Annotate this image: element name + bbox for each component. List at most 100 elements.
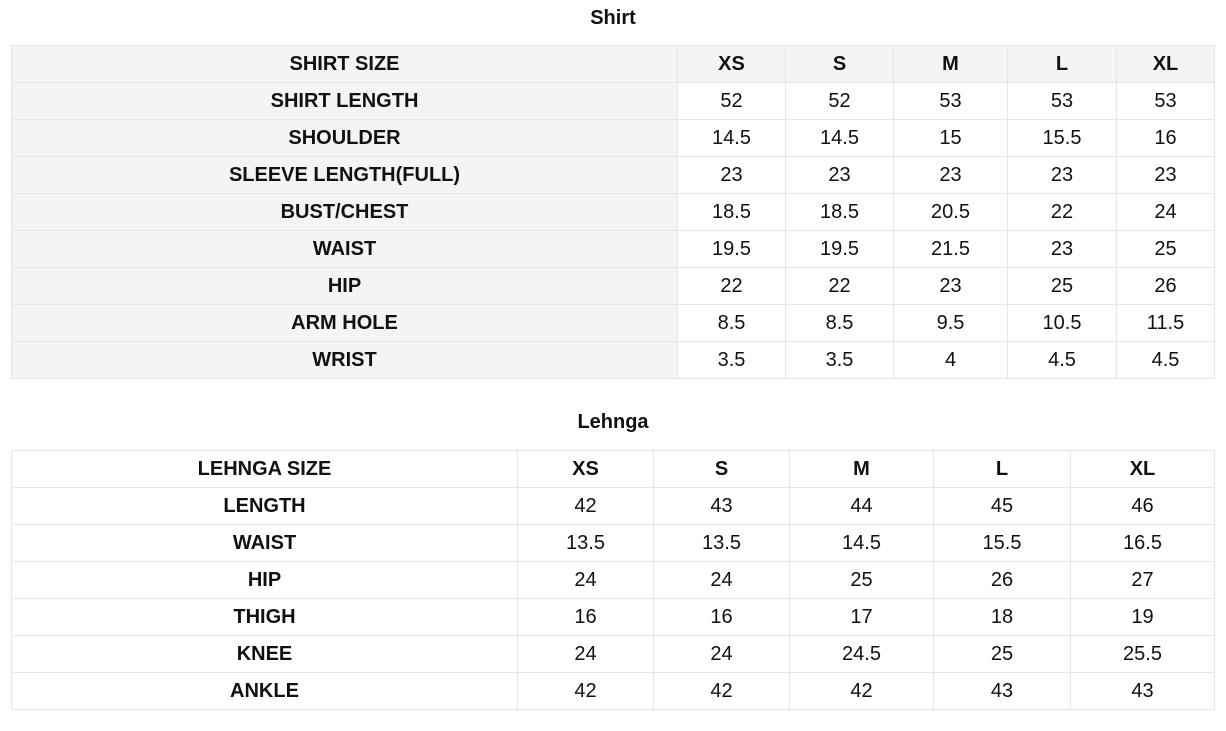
- measurement-label: SLEEVE LENGTH(FULL): [11, 156, 678, 194]
- shirt-title: Shirt: [590, 7, 636, 29]
- measurement-label: LENGTH: [11, 487, 518, 525]
- measurement-value: 24: [517, 561, 654, 599]
- measurement-value: 3.5: [677, 341, 786, 379]
- table-row: THIGH 16 16 17 18 19: [11, 598, 1215, 636]
- measurement-value: 22: [677, 267, 786, 305]
- measurement-value: 42: [517, 487, 654, 525]
- measurement-value: 23: [1116, 156, 1215, 194]
- table-row: HIP 22 22 23 25 26: [11, 267, 1215, 305]
- measurement-value: 53: [1007, 82, 1117, 120]
- measurement-value: 43: [1070, 672, 1215, 710]
- measurement-value: 18.5: [785, 193, 894, 231]
- measurement-label: WAIST: [11, 524, 518, 562]
- measurement-value: 10.5: [1007, 304, 1117, 342]
- size-header: SHIRT SIZE: [11, 45, 678, 83]
- size-column-header: XL: [1116, 45, 1215, 83]
- measurement-label: WAIST: [11, 230, 678, 268]
- table-header-row: SHIRT SIZE XS S M L XL: [11, 45, 1215, 83]
- table-row: SHOULDER 14.5 14.5 15 15.5 16: [11, 119, 1215, 157]
- measurement-value: 20.5: [893, 193, 1008, 231]
- table-row: KNEE 24 24 24.5 25 25.5: [11, 635, 1215, 673]
- measurement-value: 23: [677, 156, 786, 194]
- measurement-value: 8.5: [785, 304, 894, 342]
- table-row: WAIST 13.5 13.5 14.5 15.5 16.5: [11, 524, 1215, 562]
- measurement-value: 17: [789, 598, 934, 636]
- measurement-value: 19.5: [677, 230, 786, 268]
- measurement-value: 27: [1070, 561, 1215, 599]
- measurement-label: WRIST: [11, 341, 678, 379]
- measurement-value: 23: [1007, 230, 1117, 268]
- measurement-value: 25.5: [1070, 635, 1215, 673]
- measurement-label: HIP: [11, 267, 678, 305]
- table-row: HIP 24 24 25 26 27: [11, 561, 1215, 599]
- measurement-value: 25: [789, 561, 934, 599]
- measurement-value: 23: [1007, 156, 1117, 194]
- measurement-value: 52: [785, 82, 894, 120]
- measurement-value: 15: [893, 119, 1008, 157]
- size-column-header: M: [893, 45, 1008, 83]
- measurement-value: 42: [653, 672, 790, 710]
- measurement-label: HIP: [11, 561, 518, 599]
- shirt-size-table: SHIRT SIZE XS S M L XL SHIRT LENGTH 52 52 53 53 53 S…: [11, 45, 1215, 379]
- measurement-value: 11.5: [1116, 304, 1215, 342]
- measurement-value: 22: [785, 267, 894, 305]
- measurement-value: 24: [1116, 193, 1215, 231]
- measurement-value: 21.5: [893, 230, 1008, 268]
- measurement-label: SHOULDER: [11, 119, 678, 157]
- measurement-value: 26: [1116, 267, 1215, 305]
- measurement-value: 15.5: [933, 524, 1071, 562]
- measurement-value: 4: [893, 341, 1008, 379]
- measurement-value: 44: [789, 487, 934, 525]
- measurement-value: 16: [653, 598, 790, 636]
- table-row: WAIST 19.5 19.5 21.5 23 25: [11, 230, 1215, 268]
- measurement-value: 9.5: [893, 304, 1008, 342]
- table-row: SLEEVE LENGTH(FULL) 23 23 23 23 23: [11, 156, 1215, 194]
- measurement-value: 24.5: [789, 635, 934, 673]
- measurement-value: 15.5: [1007, 119, 1117, 157]
- table-row: BUST/CHEST 18.5 18.5 20.5 22 24: [11, 193, 1215, 231]
- measurement-value: 23: [893, 156, 1008, 194]
- measurement-value: 13.5: [653, 524, 790, 562]
- measurement-value: 23: [785, 156, 894, 194]
- measurement-value: 8.5: [677, 304, 786, 342]
- size-header: LEHNGA SIZE: [11, 450, 518, 488]
- size-column-header: M: [789, 450, 934, 488]
- size-column-header: XS: [517, 450, 654, 488]
- measurement-value: 42: [789, 672, 934, 710]
- measurement-value: 19: [1070, 598, 1215, 636]
- measurement-value: 3.5: [785, 341, 894, 379]
- measurement-value: 13.5: [517, 524, 654, 562]
- measurement-value: 25: [933, 635, 1071, 673]
- measurement-label: BUST/CHEST: [11, 193, 678, 231]
- measurement-label: ANKLE: [11, 672, 518, 710]
- measurement-value: 45: [933, 487, 1071, 525]
- measurement-label: SHIRT LENGTH: [11, 82, 678, 120]
- measurement-label: ARM HOLE: [11, 304, 678, 342]
- size-column-header: L: [933, 450, 1071, 488]
- size-column-header: XL: [1070, 450, 1215, 488]
- measurement-value: 14.5: [785, 119, 894, 157]
- lehnga-size-table: LEHNGA SIZE XS S M L XL LENGTH 42 43 44 45 46 WAIST 1…: [11, 450, 1215, 710]
- measurement-value: 18: [933, 598, 1071, 636]
- measurement-value: 52: [677, 82, 786, 120]
- size-column-header: L: [1007, 45, 1117, 83]
- measurement-value: 19.5: [785, 230, 894, 268]
- measurement-value: 14.5: [677, 119, 786, 157]
- measurement-label: THIGH: [11, 598, 518, 636]
- size-column-header: S: [653, 450, 790, 488]
- measurement-value: 24: [653, 561, 790, 599]
- measurement-value: 43: [653, 487, 790, 525]
- measurement-value: 53: [1116, 82, 1215, 120]
- table-row: SHIRT LENGTH 52 52 53 53 53: [11, 82, 1215, 120]
- measurement-value: 25: [1007, 267, 1117, 305]
- measurement-value: 23: [893, 267, 1008, 305]
- measurement-value: 46: [1070, 487, 1215, 525]
- measurement-value: 53: [893, 82, 1008, 120]
- size-column-header: S: [785, 45, 894, 83]
- table-header-row: LEHNGA SIZE XS S M L XL: [11, 450, 1215, 488]
- measurement-value: 24: [653, 635, 790, 673]
- measurement-value: 16: [1116, 119, 1215, 157]
- table-row: LENGTH 42 43 44 45 46: [11, 487, 1215, 525]
- table-row: WRIST 3.5 3.5 4 4.5 4.5: [11, 341, 1215, 379]
- measurement-value: 16.5: [1070, 524, 1215, 562]
